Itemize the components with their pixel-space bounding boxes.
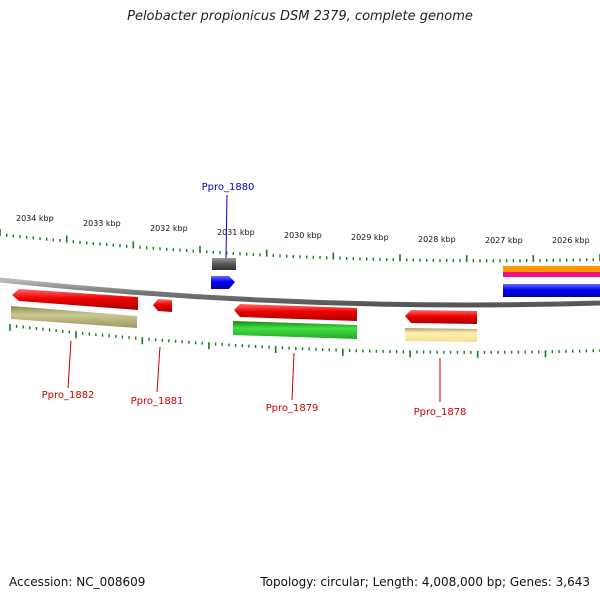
genome-summary-text: Topology: circular; Length: 4,008,000 bp…	[260, 575, 590, 589]
outer-tick-marks	[0, 229, 600, 263]
gene-ppro-1880[interactable]: Ppro_1880	[202, 182, 255, 289]
gene-ppro-1878[interactable]: Ppro_1878	[405, 310, 477, 418]
gene-label-line	[156, 346, 161, 393]
genome-backbone	[0, 277, 600, 308]
inner-tick-marks	[9, 324, 600, 358]
gene-arrow[interactable]	[405, 310, 477, 324]
ruler-label: 2033 kbp	[83, 219, 121, 228]
genome-title: Pelobacter propionicus DSM 2379, complet…	[127, 9, 473, 24]
ruler-label: 2030 kbp	[284, 231, 322, 240]
gene-arrow[interactable]	[234, 304, 357, 321]
ruler-label: 2032 kbp	[150, 224, 188, 233]
ruler-label: 2029 kbp	[351, 233, 389, 242]
right-feature-bands	[503, 266, 600, 297]
accession-text: Accession: NC_008609	[9, 575, 146, 589]
ruler-label: 2034 kbp	[16, 214, 54, 223]
gene-label[interactable]: Ppro_1881	[131, 396, 184, 407]
cog-block-gray	[212, 258, 236, 270]
gene-label-line	[291, 352, 295, 401]
orange-band	[503, 266, 600, 272]
gene-arrow[interactable]	[211, 276, 235, 289]
cog-block-yellow	[405, 328, 477, 342]
cog-block-olive	[11, 306, 137, 328]
gene-ppro-1882[interactable]: Ppro_1882	[11, 289, 138, 401]
cog-block-green	[233, 321, 357, 339]
gene-label[interactable]: Ppro_1882	[42, 390, 95, 401]
gene-label[interactable]: Ppro_1879	[266, 403, 319, 414]
magenta-band	[503, 272, 600, 277]
gene-ppro-1881[interactable]: Ppro_1881	[131, 299, 184, 407]
gene-label-line	[67, 340, 72, 389]
gene-label-line	[225, 194, 228, 259]
gene-label[interactable]: Ppro_1878	[414, 407, 467, 418]
ruler-labels: 2034 kbp 2033 kbp 2032 kbp 2031 kbp 2030…	[16, 214, 590, 245]
ruler-label: 2031 kbp	[217, 228, 255, 237]
ruler-label: 2028 kbp	[418, 235, 456, 244]
ruler-label: 2027 kbp	[485, 236, 523, 245]
gene-arrow[interactable]	[153, 299, 172, 312]
gene-ppro-1879[interactable]: Ppro_1879	[233, 304, 357, 414]
gene-label[interactable]: Ppro_1880	[202, 182, 255, 193]
blue-band	[503, 284, 600, 297]
ruler-label: 2026 kbp	[552, 236, 590, 245]
gene-arrow[interactable]	[12, 289, 138, 310]
